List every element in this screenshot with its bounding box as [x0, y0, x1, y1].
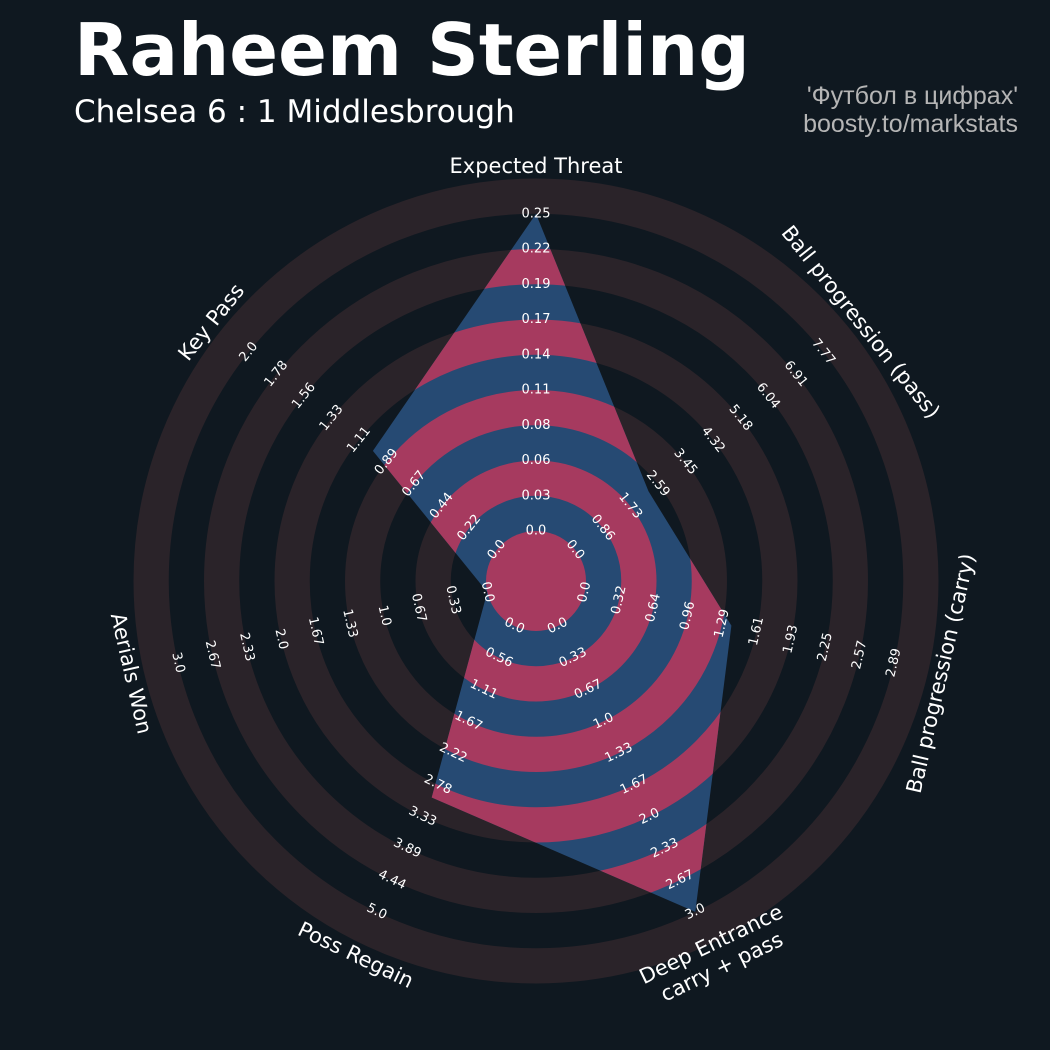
radar-tick-label: 2.67 — [202, 639, 223, 671]
radar-tick-label: 0.0 — [526, 524, 547, 539]
radar-tick-label: 1.93 — [780, 623, 801, 655]
radar-tick-label: 3.0 — [168, 651, 187, 675]
radar-tick-label: 2.57 — [849, 639, 870, 671]
radar-tick-label: 1.0 — [375, 604, 394, 628]
radar-tick-label: 1.61 — [746, 616, 767, 648]
credit-line-1: 'Футбол в цифрах' — [806, 82, 1018, 110]
radar-tick-label: 0.0 — [478, 580, 497, 604]
radar-axis-label: Expected Threat — [450, 154, 623, 178]
radar-tick-label: 1.67 — [305, 616, 326, 648]
credit-line-2: boosty.to/markstats — [803, 110, 1018, 138]
radar-tick-label: 0.64 — [643, 592, 664, 624]
radar-tick-label: 1.29 — [712, 608, 733, 640]
radar-tick-label: 0.19 — [522, 277, 551, 292]
player-polygon-band — [372, 319, 732, 843]
radar-tick-label: 2.25 — [815, 631, 836, 663]
radar-tick-label: 0.14 — [522, 347, 551, 362]
radar-tick-label: 0.33 — [442, 584, 463, 616]
radar-ring — [133, 178, 939, 984]
radar-tick-label: 2.0 — [271, 627, 290, 651]
radar-tick-label: 0.96 — [677, 600, 698, 632]
radar-tick-label: 0.06 — [522, 453, 551, 468]
radar-tick-label: 0.22 — [522, 242, 551, 257]
radar-tick-label: 2.33 — [236, 631, 257, 663]
radar-tick-label: 0.08 — [522, 418, 551, 433]
player-name-title: Raheem Sterling — [74, 8, 750, 92]
player-polygon-band — [486, 531, 586, 631]
radar-tick-label: 0.03 — [522, 488, 551, 503]
radar-tick-labels: 0.0 0.03 0.06 0.08 0.11 0.14 0.17 0.19 0.22 0.25 0… — [168, 206, 904, 923]
radar-tick-label: 0.67 — [408, 592, 429, 624]
radar-tick-label: 2.89 — [883, 647, 904, 679]
radar-tick-label: 0.32 — [609, 584, 630, 616]
radar-tick-label: 0.25 — [522, 206, 551, 221]
radar-tick-label: 0.17 — [522, 312, 551, 327]
radar-tick-label: 0.0 — [575, 580, 594, 604]
radar-tick-label: 0.11 — [522, 383, 551, 398]
radar-tick-label: 1.33 — [339, 608, 360, 640]
match-subtitle: Chelsea 6 : 1 Middlesbrough — [74, 94, 515, 130]
